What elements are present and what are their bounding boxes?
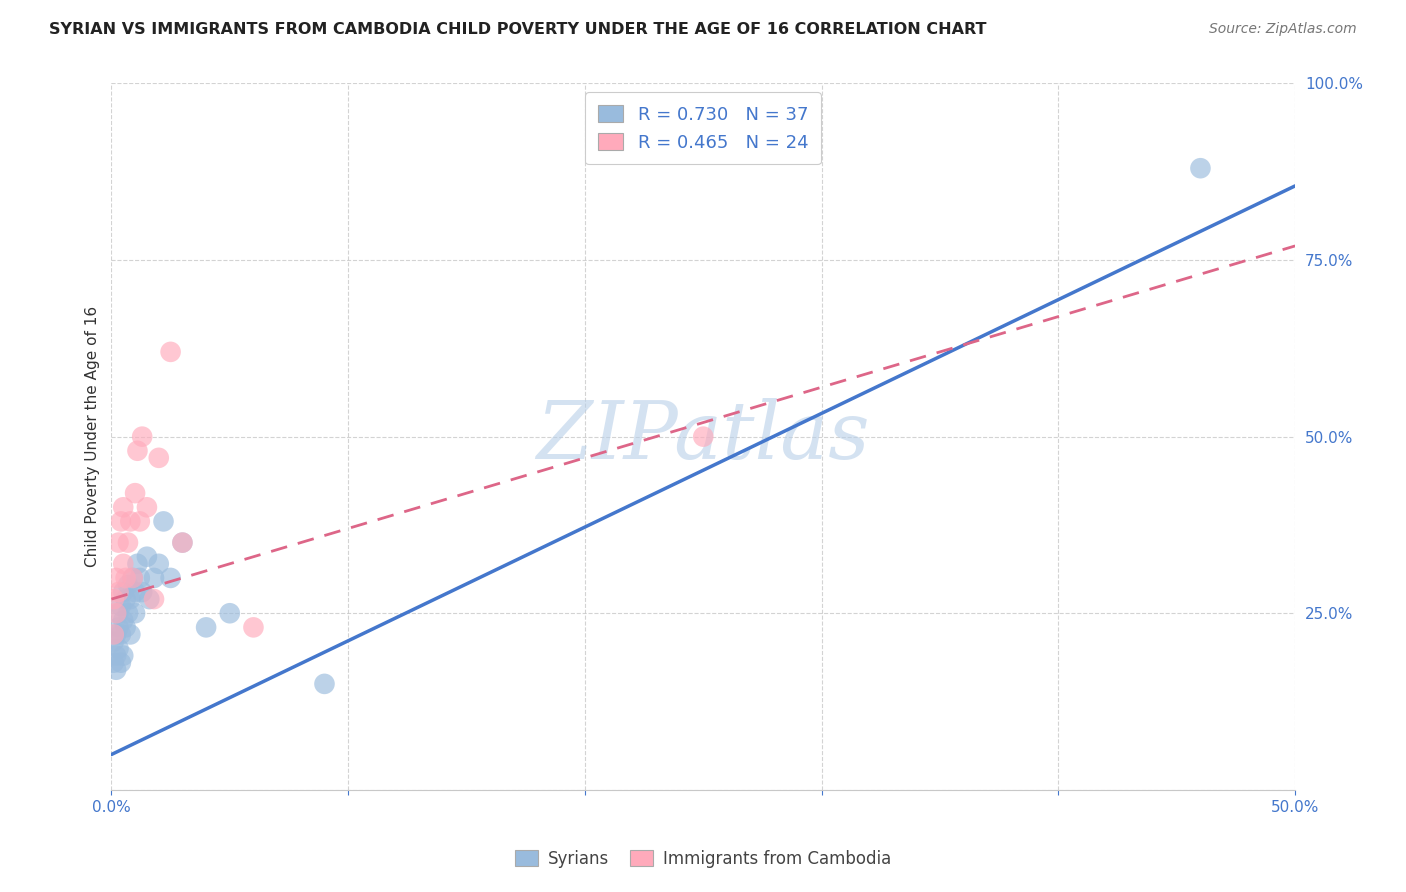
Point	[107, 585, 129, 599]
Point	[110, 627, 132, 641]
Point	[112, 613, 135, 627]
Point	[105, 627, 128, 641]
Point	[103, 627, 125, 641]
Point	[127, 557, 149, 571]
Point	[117, 578, 139, 592]
Point	[107, 606, 129, 620]
Point	[105, 663, 128, 677]
Point	[128, 515, 150, 529]
Point	[242, 620, 264, 634]
Point	[143, 592, 166, 607]
Point	[105, 648, 128, 663]
Point	[1189, 161, 1212, 176]
Point	[135, 500, 157, 515]
Point	[120, 515, 142, 529]
Point	[120, 592, 142, 607]
Point	[131, 585, 153, 599]
Point	[110, 656, 132, 670]
Point	[121, 571, 143, 585]
Point	[121, 571, 143, 585]
Point	[107, 620, 129, 634]
Point	[105, 571, 128, 585]
Point	[114, 571, 136, 585]
Point	[110, 599, 132, 614]
Point	[159, 344, 181, 359]
Point	[128, 571, 150, 585]
Point	[117, 606, 139, 620]
Point	[138, 592, 160, 607]
Point	[103, 592, 125, 607]
Point	[117, 535, 139, 549]
Point	[112, 500, 135, 515]
Point	[120, 627, 142, 641]
Point	[105, 606, 128, 620]
Text: ZIPatlas: ZIPatlas	[537, 398, 870, 475]
Point	[114, 592, 136, 607]
Point	[103, 634, 125, 648]
Point	[107, 535, 129, 549]
Legend: R = 0.730   N = 37, R = 0.465   N = 24: R = 0.730 N = 37, R = 0.465 N = 24	[585, 93, 821, 164]
Point	[152, 515, 174, 529]
Point	[107, 641, 129, 656]
Point	[124, 486, 146, 500]
Point	[110, 515, 132, 529]
Text: Source: ZipAtlas.com: Source: ZipAtlas.com	[1209, 22, 1357, 37]
Point	[172, 535, 194, 549]
Point	[127, 443, 149, 458]
Point	[103, 656, 125, 670]
Point	[112, 585, 135, 599]
Point	[135, 549, 157, 564]
Point	[131, 430, 153, 444]
Text: SYRIAN VS IMMIGRANTS FROM CAMBODIA CHILD POVERTY UNDER THE AGE OF 16 CORRELATION: SYRIAN VS IMMIGRANTS FROM CAMBODIA CHILD…	[49, 22, 987, 37]
Point	[124, 606, 146, 620]
Y-axis label: Child Poverty Under the Age of 16: Child Poverty Under the Age of 16	[86, 306, 100, 567]
Point	[112, 648, 135, 663]
Legend: Syrians, Immigrants from Cambodia: Syrians, Immigrants from Cambodia	[508, 844, 898, 875]
Point	[148, 557, 170, 571]
Point	[124, 585, 146, 599]
Point	[692, 430, 714, 444]
Point	[218, 606, 240, 620]
Point	[172, 535, 194, 549]
Point	[148, 450, 170, 465]
Point	[114, 620, 136, 634]
Point	[195, 620, 218, 634]
Point	[159, 571, 181, 585]
Point	[143, 571, 166, 585]
Point	[112, 557, 135, 571]
Point	[314, 677, 336, 691]
